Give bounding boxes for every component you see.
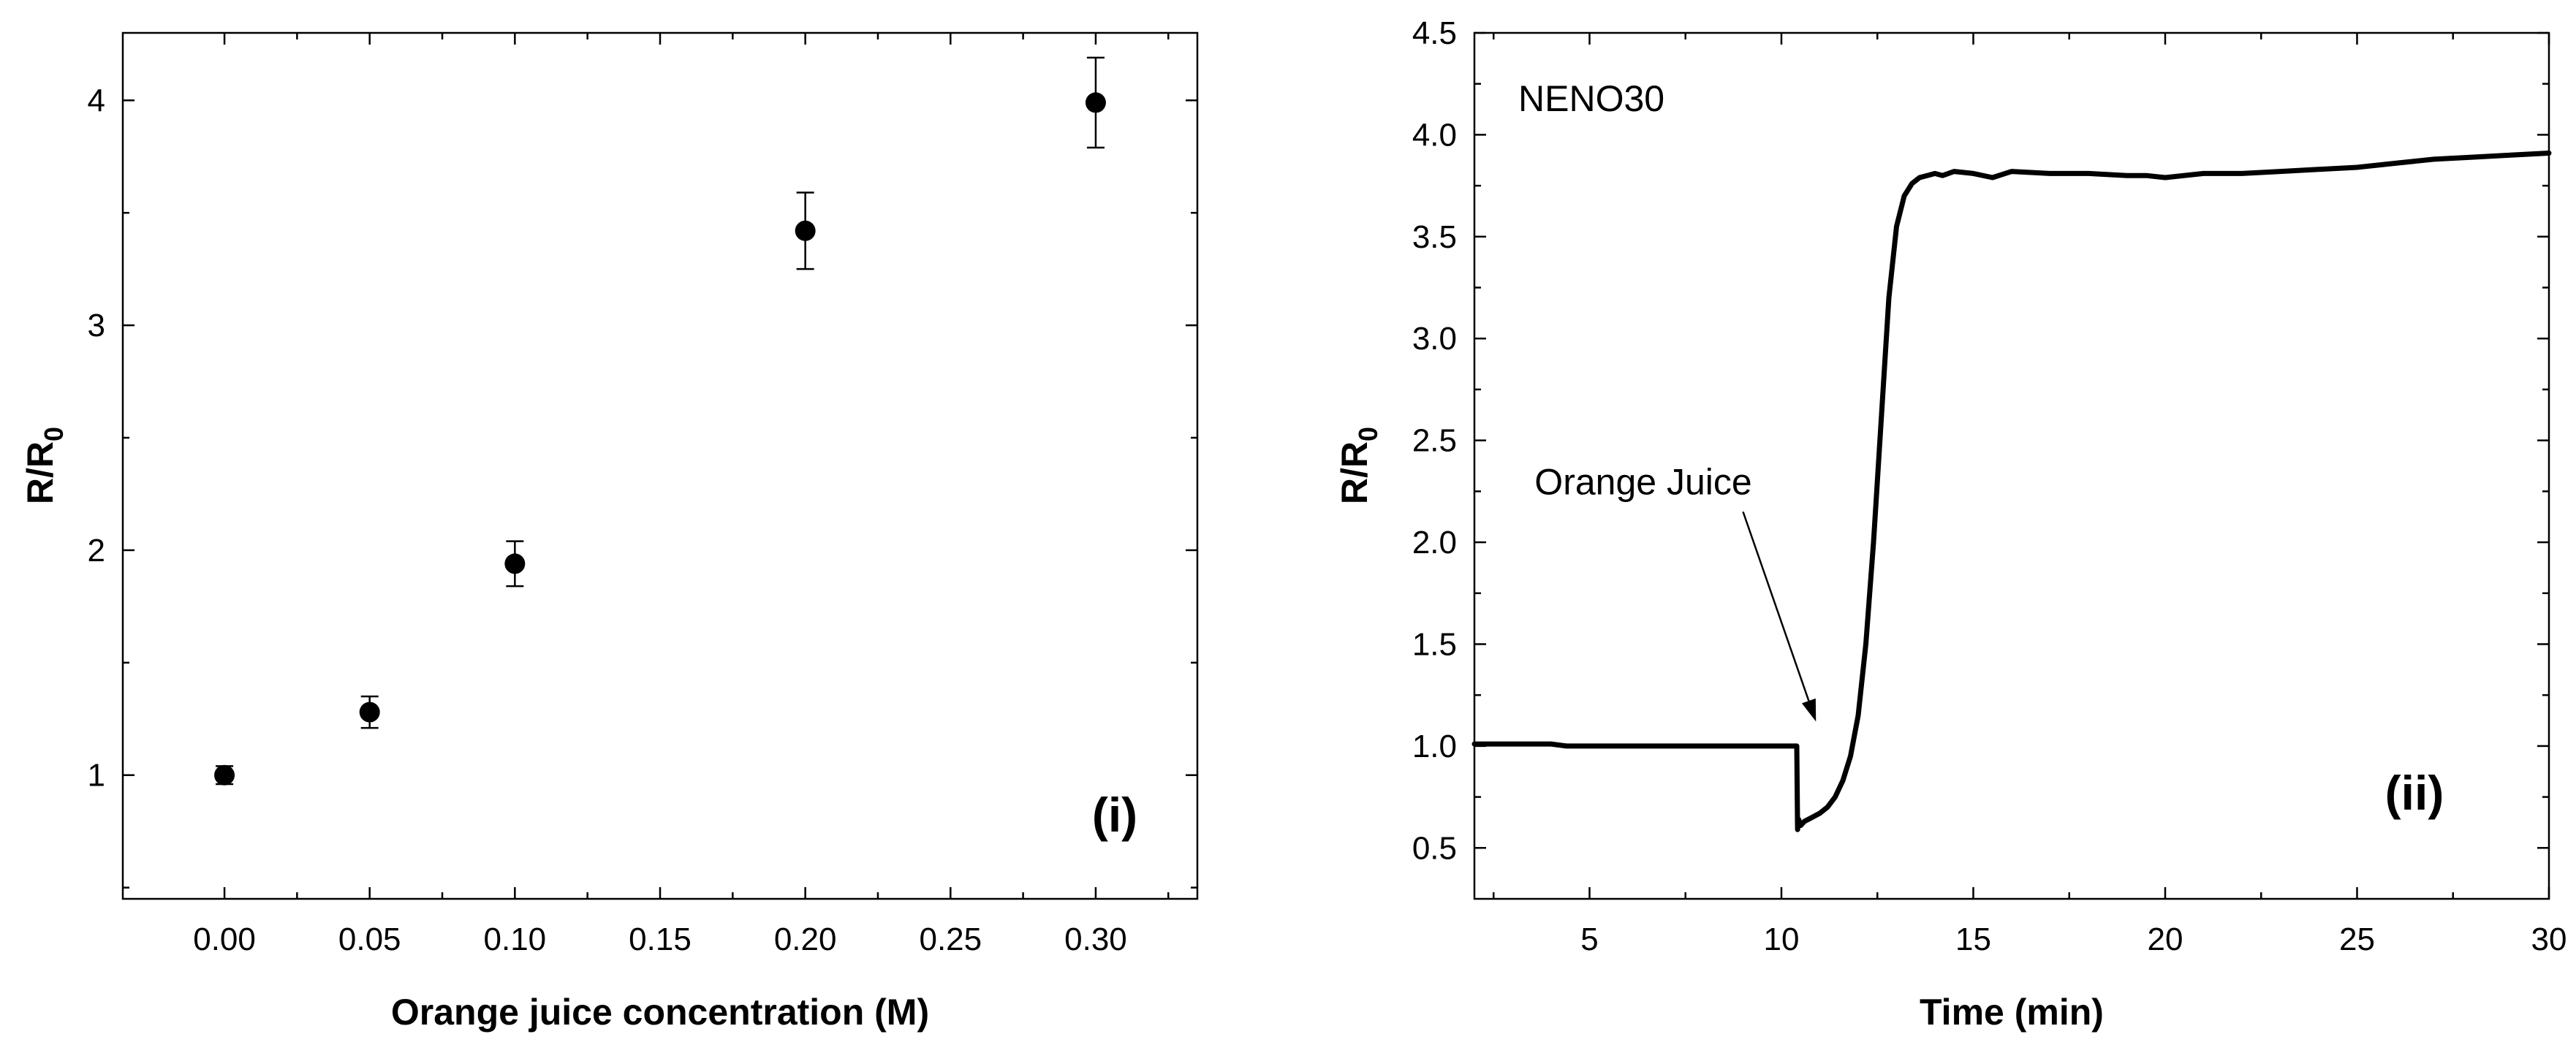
panel-i-x-axis-title: Orange juice concentration (M) <box>391 992 929 1033</box>
panel-i-y-axis-title: R/R0 <box>20 427 69 504</box>
panel-ii-y-tick-label: 1.0 <box>1412 729 1457 764</box>
panel-ii-x-axis-title: Time (min) <box>1920 992 2104 1033</box>
panel-i-data-points <box>214 92 1106 785</box>
panel-ii-x-tick-label: 20 <box>2148 922 2183 957</box>
panel-i-y-tick-label: 4 <box>88 83 105 118</box>
panel-ii-y-tick-label: 2.5 <box>1412 423 1457 459</box>
panel-i-data-point <box>360 702 380 723</box>
panel-ii-y-tick-label: 1.5 <box>1412 626 1457 662</box>
panel-i-x-tick-label: 0.00 <box>193 922 256 957</box>
panel-ii-y-tick-label: 3.5 <box>1412 219 1457 255</box>
panel-ii-y-axis-title: R/R0 <box>1334 427 1383 504</box>
panel-ii-y-title-main: R/R <box>1334 441 1375 504</box>
panel-i-y-tick-label: 1 <box>88 758 105 794</box>
panel-i-x-tick-label: 0.30 <box>1064 922 1127 957</box>
panel-ii-y-tick-label: 0.5 <box>1412 830 1457 866</box>
panel-ii-annotation-arrowhead <box>1802 699 1816 722</box>
panel-i-x-tick-label: 0.05 <box>338 922 401 957</box>
panel-i-label: (i) <box>1092 788 1137 842</box>
panel-ii-annotation-arrow <box>1743 512 1809 701</box>
panel-i-x-tick-label: 0.25 <box>919 922 982 957</box>
panel-i-y-tick-label: 3 <box>88 308 105 343</box>
panel-ii-x-tick-label: 15 <box>1955 922 1991 957</box>
panel-i-chart: 0.00 0.05 0.10 0.15 0.20 0.25 0.30 1 2 3 4 (i) Ora… <box>20 33 1197 1033</box>
panel-i-error-bars <box>216 58 1105 784</box>
panel-ii-x-tick-label: 30 <box>2531 922 2567 957</box>
panel-i-data-point <box>504 553 525 574</box>
panel-ii-y-tick-label: 4.0 <box>1412 117 1457 153</box>
figure: 0.00 0.05 0.10 0.15 0.20 0.25 0.30 1 2 3 4 (i) Ora… <box>0 0 2576 1045</box>
panel-i-plot-frame <box>123 33 1197 899</box>
panel-i-data-point <box>1086 92 1106 113</box>
panel-i-x-tick-label: 0.10 <box>484 922 547 957</box>
panel-i-data-point <box>214 765 235 786</box>
panel-i-data-point <box>795 221 816 241</box>
panel-ii-y-title-subscript: 0 <box>1353 427 1383 441</box>
panel-ii-series-label: NENO30 <box>1518 78 1664 119</box>
panel-i-y-title-subscript: 0 <box>39 427 69 441</box>
panel-ii-annotation-text: Orange Juice <box>1534 461 1751 502</box>
panel-i-x-tick-label: 0.20 <box>774 922 837 957</box>
panel-ii-y-tick-label: 2.0 <box>1412 525 1457 560</box>
panel-i-ticks: 0.00 0.05 0.10 0.15 0.20 0.25 0.30 1 2 3 4 <box>88 33 1197 957</box>
panel-ii-label: (ii) <box>2385 766 2444 820</box>
panel-ii-chart: 5 10 15 20 25 30 0.5 1.0 1.5 2.0 2.5 3.0 3.5 4.0 4.5 O… <box>1334 15 2566 1033</box>
panel-ii-y-tick-label: 4.5 <box>1412 15 1457 51</box>
panel-i-y-title-main: R/R <box>20 441 61 504</box>
panel-i-y-tick-label: 2 <box>88 533 105 569</box>
panel-ii-x-tick-label: 25 <box>2339 922 2375 957</box>
panel-ii-y-tick-label: 3.0 <box>1412 321 1457 357</box>
panel-ii-x-tick-label: 10 <box>1764 922 1800 957</box>
panel-i-x-tick-label: 0.15 <box>629 922 692 957</box>
panel-ii-x-tick-label: 5 <box>1580 922 1598 957</box>
